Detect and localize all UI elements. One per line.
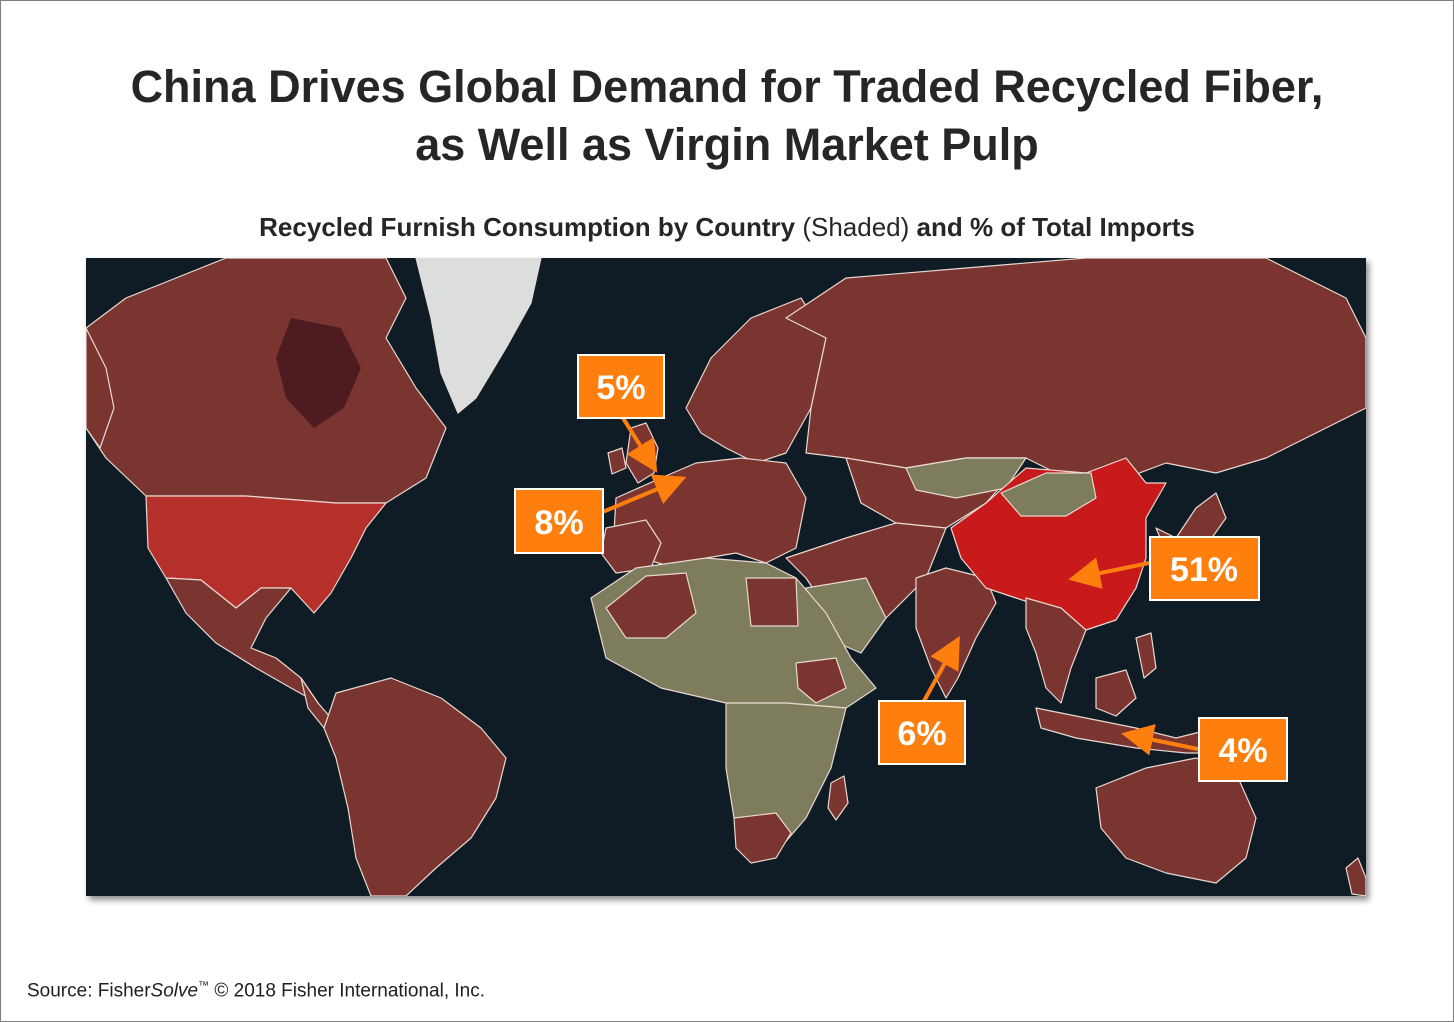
- world-map-svg: 5% 8% 51% 6% 4%: [86, 258, 1366, 896]
- egypt: [745, 577, 799, 627]
- callout-arrow-china: [1068, 557, 1151, 589]
- algeria: [605, 572, 697, 639]
- title-line-1: China Drives Global Demand for Traded Re…: [130, 61, 1324, 112]
- callout-india: 6%: [878, 700, 966, 765]
- ethiopia: [795, 657, 847, 704]
- callout-indonesia: 4%: [1198, 717, 1288, 782]
- callout-arrow-india: [922, 635, 960, 703]
- mexico: [165, 577, 319, 704]
- callout-arrow-europe: [603, 474, 687, 513]
- source-credit: Source: FisherSolve™ © 2018 Fisher Inter…: [27, 980, 485, 1002]
- south-america: [323, 677, 507, 896]
- ireland: [607, 447, 627, 475]
- callout-china-label: 51%: [1170, 551, 1238, 589]
- title-line-2: as Well as Virgin Market Pulp: [415, 119, 1039, 170]
- callout-arrow-uk: [621, 416, 658, 473]
- callout-arrow-indonesia: [1121, 724, 1200, 756]
- alaska: [86, 327, 115, 449]
- canada: [86, 258, 447, 504]
- source-trademark: ™: [198, 980, 210, 992]
- map-subtitle: Recycled Furnish Consumption by Country …: [0, 211, 1454, 243]
- callout-uk-label: 5%: [596, 369, 645, 407]
- madagascar: [827, 775, 849, 821]
- subtitle-main: Recycled Furnish Consumption by Country: [259, 212, 796, 242]
- world-map: 5% 8% 51% 6% 4%: [86, 258, 1366, 896]
- source-italic: Solve: [150, 980, 199, 1002]
- australia: [1095, 757, 1257, 884]
- callout-uk: 5%: [577, 354, 665, 419]
- new-zealand: [1345, 857, 1366, 896]
- southeast-asia: [1025, 597, 1087, 704]
- callout-europe-label: 8%: [534, 504, 583, 542]
- philippines: [1135, 632, 1157, 679]
- china: [950, 457, 1167, 631]
- callout-europe: 8%: [514, 488, 604, 554]
- subtitle-imports: and % of Total Imports: [916, 212, 1195, 242]
- source-prefix: Source: Fisher: [27, 980, 151, 1002]
- hudson-bay: [276, 318, 361, 428]
- page-title: China Drives Global Demand for Traded Re…: [0, 58, 1454, 174]
- callout-india-label: 6%: [897, 715, 946, 753]
- russia: [785, 258, 1366, 484]
- greenland: [415, 258, 542, 414]
- callout-china: 51%: [1149, 536, 1260, 601]
- south-africa: [733, 812, 792, 864]
- callout-indonesia-label: 4%: [1218, 732, 1267, 770]
- source-suffix: © 2018 Fisher International, Inc.: [209, 980, 486, 1002]
- mongolia: [1000, 472, 1097, 517]
- subtitle-shaded-note: (Shaded): [802, 212, 910, 242]
- borneo: [1095, 669, 1137, 717]
